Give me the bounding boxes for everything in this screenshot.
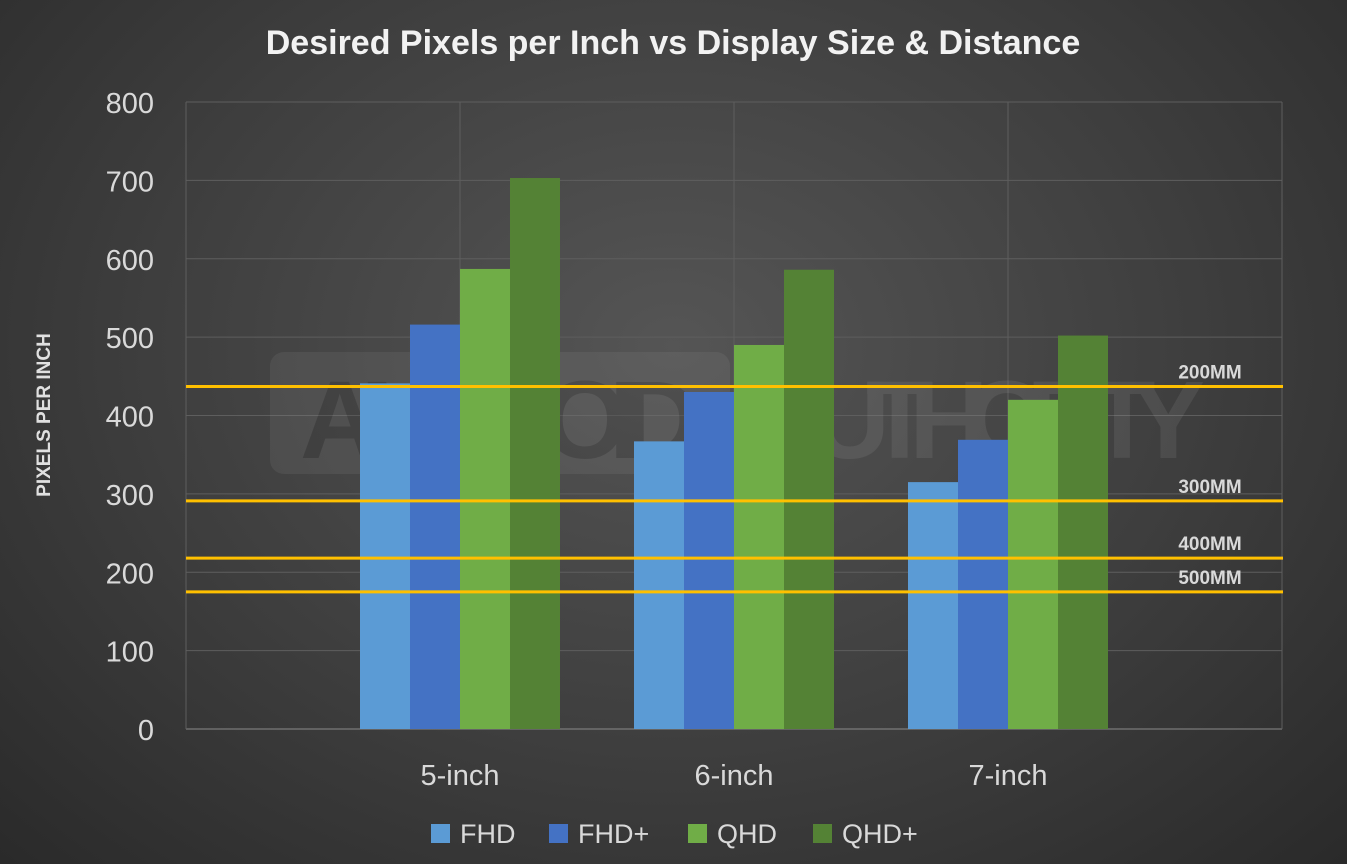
legend-item: FHD+ <box>549 819 649 849</box>
legend: FHD FHD+ QHD QHD+ <box>431 819 918 849</box>
bar-fhd-5-inch <box>360 383 410 729</box>
bars <box>360 178 1108 729</box>
bar-fhd-plus-5-inch <box>410 324 460 729</box>
chart-title: Desired Pixels per Inch vs Display Size … <box>266 24 1080 62</box>
x-tick-label: 5-inch <box>421 760 500 792</box>
y-axis-ticks: 0 100 200 300 400 500 600 700 800 <box>106 88 154 747</box>
legend-swatch <box>688 824 707 843</box>
x-axis-ticks: 5-inch 6-inch 7-inch <box>421 760 1048 792</box>
reference-line-label: 500MM <box>1178 568 1241 589</box>
legend-label: QHD+ <box>842 819 918 849</box>
x-tick-label: 6-inch <box>695 760 774 792</box>
reference-line-label: 300MM <box>1178 477 1241 498</box>
bar-qhd-plus-7-inch <box>1058 335 1108 729</box>
bar-fhd-6-inch <box>634 441 684 729</box>
bar-qhd-6-inch <box>734 344 784 729</box>
reference-line-label: 200MM <box>1178 363 1241 384</box>
legend-label: QHD <box>717 819 777 849</box>
y-tick-label: 700 <box>106 166 154 198</box>
y-tick-label: 200 <box>106 558 154 590</box>
y-tick-label: 0 <box>138 715 154 747</box>
bar-fhd-plus-7-inch <box>958 439 1008 729</box>
legend-swatch <box>813 824 832 843</box>
x-tick-label: 7-inch <box>969 760 1048 792</box>
legend-swatch <box>431 824 450 843</box>
y-tick-label: 600 <box>106 245 154 277</box>
y-tick-label: 300 <box>106 480 154 512</box>
y-tick-label: 400 <box>106 402 154 434</box>
reference-line-label: 400MM <box>1178 534 1241 555</box>
bar-qhd-7-inch <box>1008 399 1058 729</box>
y-axis-label: PIXELS PER INCH <box>34 333 55 497</box>
legend-swatch <box>549 824 568 843</box>
legend-item: QHD+ <box>813 819 918 849</box>
legend-label: FHD <box>460 819 516 849</box>
legend-item: QHD <box>688 819 777 849</box>
legend-label: FHD+ <box>578 819 649 849</box>
bar-qhd-plus-6-inch <box>784 269 834 729</box>
legend-item: FHD <box>431 819 516 849</box>
bar-fhd-7-inch <box>908 482 958 729</box>
y-tick-label: 500 <box>106 323 154 355</box>
bar-qhd-5-inch <box>460 268 510 729</box>
bar-qhd-plus-5-inch <box>510 178 560 729</box>
y-tick-label: 100 <box>106 637 154 669</box>
bar-fhd-plus-6-inch <box>684 391 734 729</box>
reference-lines: 200MM 300MM 400MM 500MM <box>186 363 1283 594</box>
y-tick-label: 800 <box>106 88 154 120</box>
